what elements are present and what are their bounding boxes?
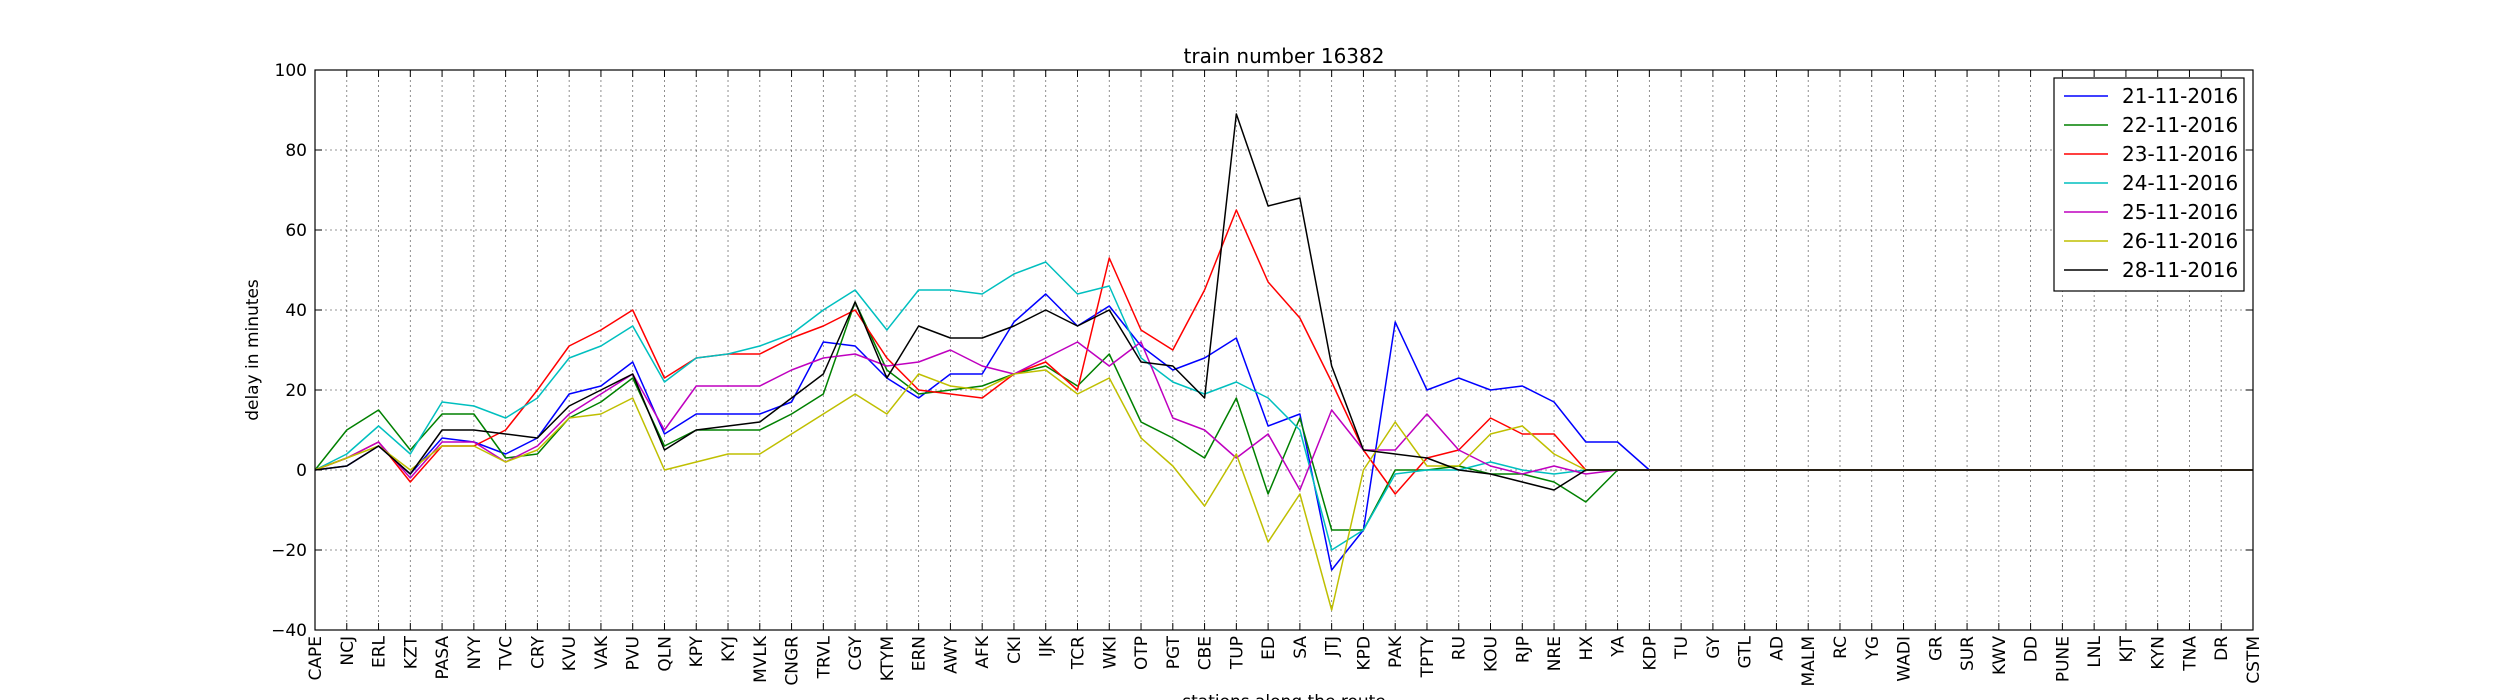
series-lines	[314, 113, 2253, 611]
x-tick-label: KYJ	[719, 636, 739, 662]
chart-title: train number 16382	[1184, 44, 1385, 68]
grid	[315, 70, 2253, 630]
x-tick-label: GTL	[1736, 635, 1756, 668]
x-tick-label: KWV	[1990, 636, 2010, 675]
x-tick-label: CSTM	[2244, 636, 2264, 684]
x-tick-label: GR	[1926, 636, 1946, 661]
x-tick-label: KVU	[560, 636, 580, 671]
legend-label: 23-11-2016	[2122, 142, 2238, 166]
x-tick-label: AFK	[973, 635, 993, 668]
y-tick-label: 0	[296, 461, 307, 481]
x-tick-label: TVC	[497, 636, 517, 671]
x-tick-label: CRY	[528, 635, 548, 669]
x-tick-label: SA	[1291, 636, 1311, 659]
x-tick-label: JTJ	[1323, 636, 1343, 657]
x-tick-label: NCJ	[338, 636, 358, 666]
x-tick-label: KTYM	[878, 636, 898, 681]
x-tick-label: VAK	[592, 635, 612, 669]
x-tick-label: CGY	[846, 635, 866, 670]
x-axis-title: stations along the route	[1182, 692, 1386, 700]
x-tick-label: QLN	[655, 636, 675, 672]
series-line	[314, 113, 2253, 491]
x-tick-label: OTP	[1132, 636, 1152, 670]
legend-label: 26-11-2016	[2122, 229, 2238, 253]
x-tick-label: YG	[1863, 636, 1883, 661]
x-axis: CAPE NCJ ERL KZT PASA NYY TVC CRY KVU VAK PVU QLN KP…	[306, 70, 2264, 686]
x-tick-label: DD	[2022, 636, 2042, 662]
x-tick-label: CNGR	[783, 636, 803, 686]
x-tick-label: NYY	[465, 635, 485, 669]
x-tick-label: CBE	[1196, 636, 1216, 670]
x-tick-label: NRE	[1545, 636, 1565, 671]
x-tick-label: ERN	[910, 636, 930, 671]
x-tick-label: YA	[1609, 636, 1629, 658]
x-tick-label: TCR	[1068, 636, 1088, 670]
x-tick-label: ED	[1259, 636, 1279, 660]
x-tick-label: TUP	[1227, 636, 1247, 670]
x-tick-label: RJP	[1513, 636, 1533, 663]
y-tick-label: 80	[285, 141, 307, 161]
x-tick-label: GY	[1704, 635, 1724, 658]
x-tick-label: PGT	[1164, 635, 1184, 669]
x-tick-label: KJT	[2117, 635, 2137, 662]
x-tick-label: CAPE	[306, 636, 326, 681]
x-tick-label: CKI	[1005, 636, 1025, 664]
x-tick-label: TU	[1672, 636, 1692, 660]
x-tick-label: KOU	[1482, 636, 1502, 672]
x-tick-label: ERL	[370, 635, 390, 668]
x-tick-label: TPTY	[1418, 635, 1438, 678]
y-tick-label: 60	[285, 221, 307, 241]
x-tick-label: LNL	[2085, 635, 2105, 667]
x-tick-label: MVLK	[751, 635, 771, 683]
legend-label: 25-11-2016	[2122, 200, 2238, 224]
x-tick-label: PVU	[624, 636, 644, 670]
x-tick-label: TNA	[2180, 636, 2200, 672]
x-tick-label: KZT	[401, 635, 421, 669]
x-tick-label: IJK	[1037, 635, 1057, 657]
x-tick-label: RU	[1450, 636, 1470, 660]
x-tick-label: KPY	[687, 635, 707, 667]
x-tick-label: DR	[2212, 636, 2232, 661]
legend-frame	[2053, 77, 2245, 292]
legend-label: 24-11-2016	[2122, 171, 2238, 195]
y-tick-label: −20	[271, 541, 307, 561]
x-tick-label: KPD	[1354, 636, 1374, 671]
x-tick-label: TRVL	[814, 635, 834, 679]
x-tick-label: AWY	[941, 635, 961, 674]
x-tick-label: PAK	[1386, 635, 1406, 668]
plot-frame	[314, 69, 2254, 631]
x-tick-label: WKI	[1100, 636, 1120, 669]
x-tick-label: SUR	[1958, 636, 1978, 671]
legend-label: 21-11-2016	[2122, 84, 2238, 108]
x-tick-label: MALM	[1799, 636, 1819, 686]
x-tick-label: WADI	[1895, 636, 1915, 682]
y-tick-label: 40	[285, 301, 307, 321]
x-tick-label: PUNE	[2053, 636, 2073, 682]
legend-label: 22-11-2016	[2122, 113, 2238, 137]
x-tick-label: KYN	[2149, 636, 2169, 670]
x-tick-label: KDP	[1640, 636, 1660, 671]
legend: 21-11-2016 22-11-2016 23-11-2016 24-11-2016…	[2053, 77, 2245, 292]
y-tick-label: −40	[271, 621, 307, 641]
y-axis-title: delay in minutes	[243, 279, 263, 421]
x-tick-label: AD	[1767, 636, 1787, 661]
x-tick-label: RC	[1831, 636, 1851, 659]
x-tick-label: HX	[1577, 636, 1597, 661]
x-tick-label: PASA	[433, 636, 453, 680]
y-tick-label: 20	[285, 381, 307, 401]
y-axis: −40 −20 0 20 40 60 80 100	[271, 61, 2253, 641]
y-tick-label: 100	[275, 61, 307, 81]
legend-label: 28-11-2016	[2122, 258, 2238, 282]
